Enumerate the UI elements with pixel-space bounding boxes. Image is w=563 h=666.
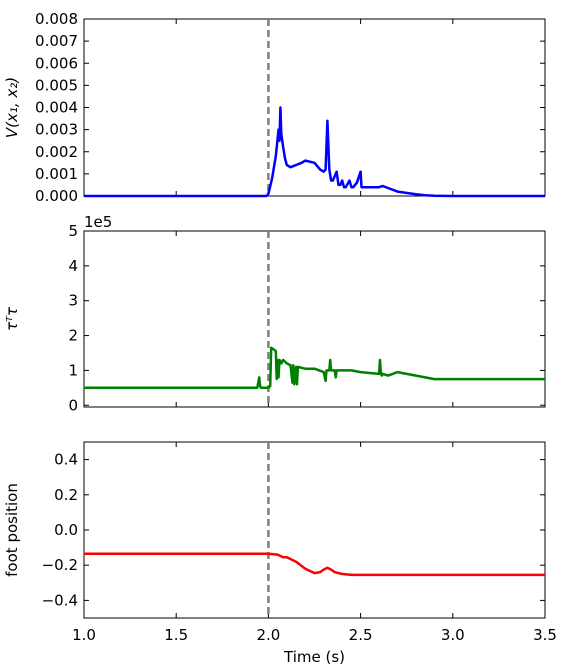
y-tick-label-lyapunov: 0.001 (35, 165, 78, 183)
y-tick-label-lyapunov: 0.002 (35, 143, 78, 161)
y-tick-label-torque: 2 (68, 327, 78, 345)
axes-frame-torque (83, 230, 546, 408)
x-tick-label: 1.0 (72, 626, 96, 644)
y-tick-label-lyapunov: 0.007 (35, 32, 78, 50)
y-tick-label-lyapunov: 0.004 (35, 99, 78, 117)
y-tick-label-torque: 3 (68, 292, 78, 310)
x-tick-label: 3.0 (441, 626, 465, 644)
y-tick-label-foot-position: −0.4 (42, 591, 78, 609)
y-axis-title-foot-position: foot position (3, 483, 21, 577)
panel-torque: 0 1 2 3 4 5 τᵀτ 1e5 (3, 213, 546, 414)
y-tick-label-lyapunov: 0.005 (35, 76, 78, 94)
y-axis-title-torque: τᵀτ (3, 306, 21, 331)
y-tick-label-torque: 5 (68, 222, 78, 240)
x-tick-label: 3.5 (533, 626, 557, 644)
y-tick-label-foot-position: −0.2 (42, 556, 78, 574)
y-tick-label-foot-position: 0.2 (54, 486, 78, 504)
x-axis-title: Time (s) (283, 648, 345, 666)
panel-lyapunov: 0.000 0.001 0.002 0.003 0.004 0.005 0.006 0.007… (3, 10, 546, 205)
x-tick-label: 1.5 (164, 626, 188, 644)
y-tick-label-torque: 0 (68, 396, 78, 414)
axes-frame-lyapunov (83, 18, 546, 197)
x-tick-label: 2.0 (256, 626, 280, 644)
panel-foot-position: −0.4 −0.2 0.0 0.2 0.4 1.0 1.5 2.0 2.5 3.0 3.5 foot … (3, 441, 557, 644)
y-tick-label-foot-position: 0.4 (54, 451, 78, 469)
y-tick-label-lyapunov: 0.006 (35, 54, 78, 72)
y-offset-text-torque: 1e5 (84, 213, 112, 231)
y-tick-label-lyapunov: 0.003 (35, 121, 78, 139)
y-tick-label-lyapunov: 0.008 (35, 10, 78, 28)
y-tick-label-torque: 4 (68, 257, 78, 275)
y-axis-title-lyapunov: V(x₁, x₂) (3, 77, 21, 138)
series-line-foot-position (84, 552, 545, 577)
axes-frame-foot-position (83, 441, 546, 619)
y-tick-label-foot-position: 0.0 (54, 521, 78, 539)
series-line-lyapunov (84, 106, 545, 198)
y-tick-label-lyapunov: 0.000 (35, 187, 78, 205)
series-line-torque (84, 346, 545, 390)
y-tick-label-torque: 1 (68, 361, 78, 379)
x-tick-label: 2.5 (349, 626, 373, 644)
